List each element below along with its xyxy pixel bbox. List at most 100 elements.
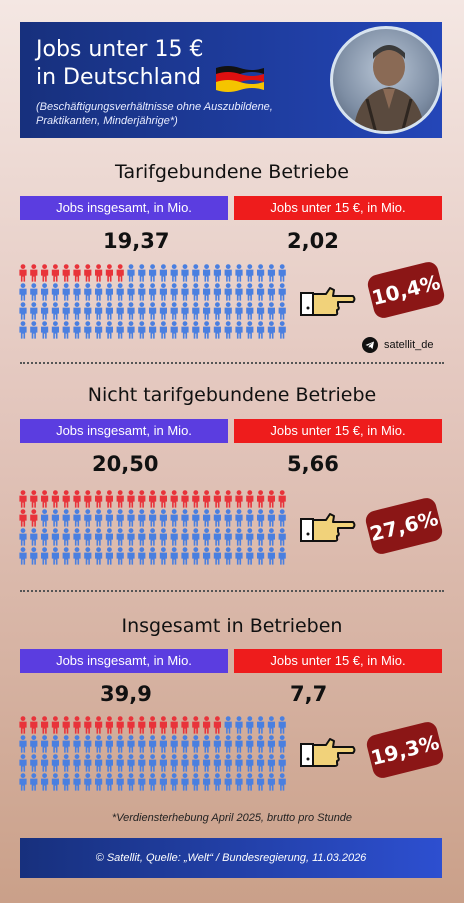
- person-figure-blue: [51, 735, 59, 753]
- person-figure-blue: [213, 773, 221, 791]
- person-figure-blue: [224, 302, 232, 320]
- person-figure-blue: [224, 735, 232, 753]
- person-figure-blue: [51, 754, 59, 772]
- person-figure-blue: [95, 735, 103, 753]
- person-figure-red: [95, 264, 103, 282]
- person-figure-blue: [246, 302, 254, 320]
- person-figure-blue: [213, 283, 221, 301]
- person-figure-blue: [105, 283, 113, 301]
- person-figure-blue: [73, 547, 81, 565]
- person-figure-blue: [159, 509, 167, 527]
- person-figure-blue: [127, 264, 135, 282]
- person-figure-blue: [62, 528, 70, 546]
- person-figure-blue: [267, 509, 275, 527]
- person-figure-blue: [224, 321, 232, 339]
- person-figure-blue: [138, 321, 146, 339]
- person-figure-red: [95, 716, 103, 734]
- person-figure-blue: [73, 773, 81, 791]
- person-figure-blue: [30, 773, 38, 791]
- person-figure-blue: [170, 754, 178, 772]
- person-figure-red: [41, 716, 49, 734]
- person-figure-blue: [73, 754, 81, 772]
- person-figure-blue: [138, 302, 146, 320]
- person-figure-red: [73, 716, 81, 734]
- person-figure-blue: [148, 528, 157, 546]
- section-1-under15-value: 2,02: [287, 229, 339, 253]
- person-figure-blue: [257, 773, 265, 791]
- person-figure-blue: [213, 264, 221, 282]
- person-figure-blue: [235, 773, 243, 791]
- person-figure-blue: [148, 509, 157, 527]
- satellit-handle[interactable]: satellit_de: [362, 337, 434, 353]
- person-figure-blue: [224, 547, 232, 565]
- person-figure-blue: [105, 547, 113, 565]
- person-figure-blue: [95, 754, 103, 772]
- person-figure-red: [148, 716, 157, 734]
- person-figure-blue: [170, 302, 178, 320]
- person-figure-blue: [19, 773, 27, 791]
- person-figure-blue: [148, 264, 157, 282]
- person-figure-blue: [246, 321, 254, 339]
- person-figure-blue: [138, 754, 146, 772]
- person-figure-blue: [62, 302, 70, 320]
- person-figure-blue: [19, 321, 27, 339]
- person-figure-blue: [267, 528, 275, 546]
- person-figure-blue: [19, 754, 27, 772]
- person-figure-blue: [159, 735, 167, 753]
- person-figure-blue: [224, 528, 232, 546]
- person-figure-blue: [192, 547, 200, 565]
- section-3-percent-badge: 19,3%: [364, 719, 446, 781]
- pointing-hand-icon: [300, 513, 356, 542]
- person-figure-blue: [84, 283, 92, 301]
- satellit-handle-text: satellit_de: [384, 339, 434, 351]
- person-figure-blue: [51, 302, 59, 320]
- person-figure-blue: [116, 754, 124, 772]
- person-figure-blue: [159, 754, 167, 772]
- person-figure-blue: [202, 773, 211, 791]
- person-figure-blue: [105, 735, 113, 753]
- person-figure-blue: [181, 528, 189, 546]
- person-figure-blue: [246, 773, 254, 791]
- person-figure-blue: [84, 302, 92, 320]
- person-figure-blue: [246, 754, 254, 772]
- person-figure-blue: [278, 321, 286, 339]
- person-figure-blue: [235, 754, 243, 772]
- person-figure-blue: [181, 754, 189, 772]
- person-figure-blue: [84, 321, 92, 339]
- person-figure-blue: [116, 321, 124, 339]
- person-figure-blue: [202, 735, 211, 753]
- person-figure-blue: [181, 264, 189, 282]
- person-figure-blue: [192, 302, 200, 320]
- person-figure-red: [105, 490, 113, 508]
- person-figure-blue: [138, 283, 146, 301]
- section-2-under15-value: 5,66: [287, 452, 339, 476]
- person-figure-blue: [246, 509, 254, 527]
- person-figure-blue: [170, 509, 178, 527]
- person-figure-blue: [84, 754, 92, 772]
- person-figure-blue: [159, 302, 167, 320]
- person-figure-blue: [181, 302, 189, 320]
- person-figure-blue: [84, 528, 92, 546]
- person-figure-blue: [170, 321, 178, 339]
- section-2-total-value: 20,50: [92, 452, 159, 476]
- person-figure-blue: [213, 302, 221, 320]
- section-2-total-label: Jobs insgesamt, in Mio.: [20, 419, 228, 443]
- person-figure-blue: [202, 283, 211, 301]
- person-figure-blue: [257, 283, 265, 301]
- person-figure-blue: [224, 509, 232, 527]
- person-figure-blue: [267, 754, 275, 772]
- person-figure-blue: [148, 773, 157, 791]
- person-figure-blue: [181, 773, 189, 791]
- person-figure-blue: [257, 754, 265, 772]
- section-3-people-grid: [19, 716, 286, 791]
- person-figure-blue: [181, 283, 189, 301]
- person-figure-blue: [148, 283, 157, 301]
- person-figure-blue: [235, 302, 243, 320]
- person-figure-blue: [213, 321, 221, 339]
- person-figure-red: [202, 716, 211, 734]
- person-figure-blue: [19, 547, 27, 565]
- person-figure-blue: [30, 321, 38, 339]
- person-figure-blue: [95, 283, 103, 301]
- person-figure-blue: [267, 264, 275, 282]
- person-figure-red: [62, 490, 70, 508]
